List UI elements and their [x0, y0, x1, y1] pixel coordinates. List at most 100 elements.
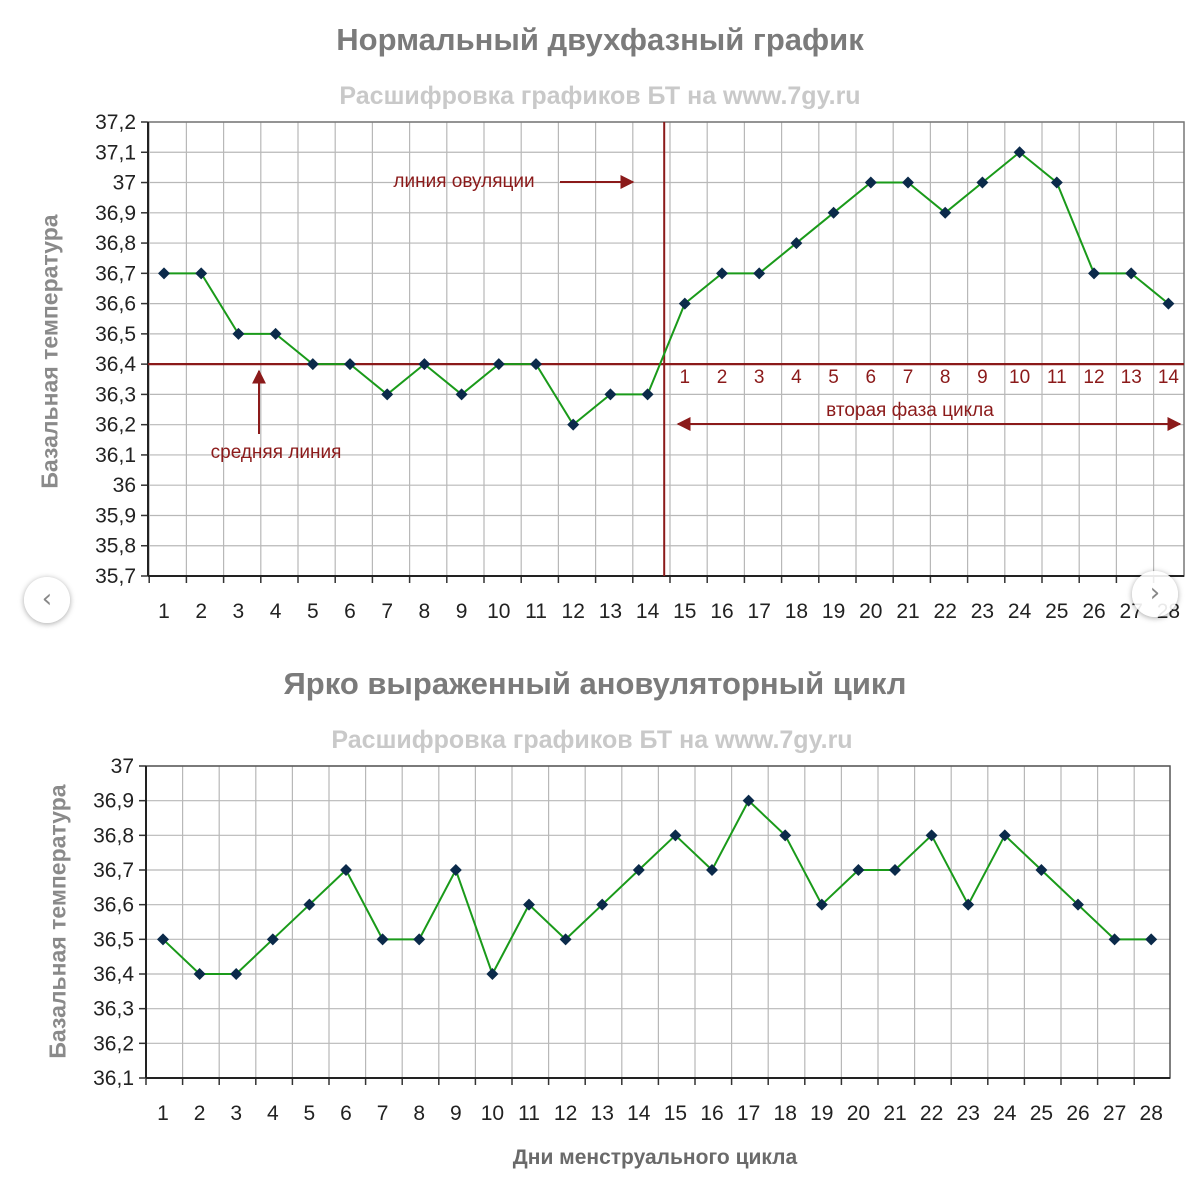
chart1-xtick-label: 26 [1082, 600, 1105, 623]
chart1-ytick-label: 36 [113, 474, 136, 497]
chart1-data-point [195, 267, 208, 280]
chart2-ytick-label: 36,8 [93, 824, 134, 847]
chart1-xtick-label: 12 [562, 600, 585, 623]
chart1-ytick-label: 36,1 [95, 444, 136, 467]
chart1-xtick-label: 11 [525, 600, 547, 623]
chart2-data-point [852, 864, 865, 876]
chart2-data-point [1072, 898, 1084, 911]
chart1-data-point [678, 297, 691, 310]
chart2-data-point [340, 864, 352, 876]
chart1-xtick-label: 4 [270, 600, 282, 623]
chart1-xtick-label: 5 [307, 600, 319, 623]
chart1-xtick-label: 6 [344, 600, 356, 623]
chart1-middle-line-label: средняя линия [211, 442, 342, 463]
chart2-xtick-label: 18 [774, 1102, 797, 1125]
chart1-data-point [567, 418, 580, 431]
chart2-data-point [706, 864, 718, 876]
chart2-xtick-label: 26 [1066, 1102, 1089, 1125]
chart2-xtick-label: 25 [1030, 1102, 1053, 1125]
chart2-ytick-label: 36,5 [93, 928, 134, 951]
chart2-xtick-label: 16 [700, 1102, 723, 1125]
chart1-data-point [1125, 267, 1138, 280]
chart1-data-point [381, 388, 394, 401]
chart1-phase-day-label: 2 [717, 367, 728, 388]
chart2-data-point [925, 829, 938, 842]
chart2-data-point [1145, 933, 1158, 946]
chart2-ytick-label: 36,4 [93, 963, 134, 986]
prev-arrow-icon[interactable]: ‹ [24, 577, 70, 623]
chart1-ytick-label: 36,2 [95, 414, 136, 437]
chart1-phase-day-label: 12 [1083, 367, 1104, 388]
next-arrow-icon[interactable]: › [1132, 571, 1178, 617]
chart2-data-point [669, 829, 682, 842]
chart1-data-point [1088, 267, 1100, 280]
chart2-data-point [998, 829, 1011, 842]
chart1-data-point [976, 176, 989, 189]
chart1-xtick-label: 22 [934, 600, 957, 623]
chart1-phase-day-label: 10 [1009, 367, 1030, 388]
chart1-data-point [864, 176, 877, 189]
chart2-data-point [742, 794, 755, 807]
chart1-xtick-label: 16 [710, 600, 733, 623]
chart2-xtick-label: 13 [591, 1102, 614, 1125]
chart2-ytick-label: 36,3 [93, 998, 134, 1021]
chart2-xtick-label: 21 [883, 1102, 906, 1125]
chart2-xtick-label: 8 [413, 1102, 425, 1125]
chart2-ytick-label: 37 [111, 755, 134, 778]
chart2-xtick-label: 20 [847, 1102, 870, 1125]
chart1-phase-day-label: 9 [977, 367, 988, 388]
chart2-xtick-label: 22 [920, 1102, 943, 1125]
chart1-ovulation-line-label: линия овуляции [393, 171, 534, 192]
chart2-data-point [559, 933, 572, 946]
chart2-data-point [962, 898, 975, 911]
chart1-xtick-label: 21 [896, 600, 919, 623]
chart2-data-point [815, 898, 828, 911]
chart1-phase-label: вторая фаза цикла [826, 400, 994, 421]
chart1-data-point [939, 206, 952, 219]
chart2-data-point [632, 864, 645, 876]
chart1-data-point [604, 388, 617, 401]
chart2-data-point [376, 933, 389, 946]
chart2-data-point [486, 968, 499, 980]
chart2-data-point [449, 864, 462, 876]
chart2-xtick-label: 4 [267, 1102, 279, 1125]
chart1-phase-day-label: 14 [1158, 367, 1180, 388]
chart1-phase-day-label: 3 [754, 367, 765, 388]
chart1-ytick-label: 36,4 [95, 353, 136, 376]
chart2-xtick-label: 23 [957, 1102, 980, 1125]
chart2-data-point [157, 933, 169, 946]
chart1-ytick-label: 37,2 [95, 111, 136, 134]
chart2-xtick-label: 12 [554, 1102, 577, 1125]
chart1-xtick-label: 18 [785, 600, 808, 623]
chart1-data-point [306, 358, 319, 371]
chart1-ytick-label: 36,5 [95, 323, 136, 346]
chart1-phase-day-label: 8 [940, 367, 951, 388]
chart1-data-point [790, 237, 803, 250]
chart1-xtick-label: 13 [599, 600, 622, 623]
chart2-xtick-label: 27 [1103, 1102, 1126, 1125]
chart1-phase-day-label: 13 [1121, 367, 1142, 388]
chart2-xtick-label: 17 [737, 1102, 760, 1125]
chart1-ytick-label: 36,6 [95, 293, 136, 316]
chart2-series-line [162, 799, 1152, 977]
chart1-xtick-label: 24 [1008, 600, 1032, 623]
chart1-phase-day-label: 11 [1047, 367, 1067, 388]
chart1-xtick-label: 1 [158, 600, 170, 623]
chart2-subtitle: Расшифровка графиков БТ на www.7gy.ru [331, 726, 853, 754]
chart1-data-point [418, 358, 431, 371]
chart1-data-point [344, 358, 356, 371]
chart1-data-point [492, 358, 505, 371]
chart1-xtick-label: 3 [233, 600, 245, 623]
chart1-ytick-label: 36,9 [95, 202, 136, 225]
chart1-xtick-label: 8 [419, 600, 431, 623]
chart1-xtick-label: 19 [822, 600, 845, 623]
chart2-data-point [413, 933, 426, 946]
chart1-data-point [902, 176, 914, 189]
chart2-xtick-label: 10 [481, 1102, 504, 1125]
chart2-xtick-label: 9 [450, 1102, 462, 1125]
chart2-data-point [193, 968, 206, 980]
chart1-data-point [1050, 176, 1063, 189]
chart2-data-point [303, 898, 316, 911]
chart2-data-point [523, 898, 535, 911]
chart1-data-point [1013, 146, 1026, 159]
